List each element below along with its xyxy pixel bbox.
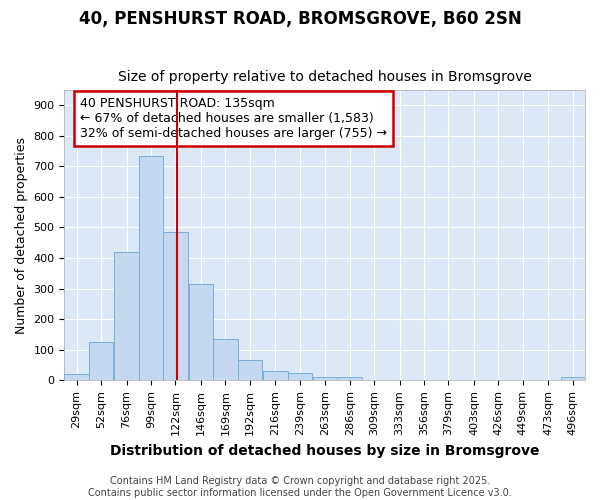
Bar xyxy=(213,339,238,380)
Bar xyxy=(115,252,139,380)
Bar xyxy=(560,378,585,380)
Bar xyxy=(189,284,213,380)
Bar xyxy=(64,374,89,380)
Text: 40, PENSHURST ROAD, BROMSGROVE, B60 2SN: 40, PENSHURST ROAD, BROMSGROVE, B60 2SN xyxy=(79,10,521,28)
Text: Contains HM Land Registry data © Crown copyright and database right 2025.
Contai: Contains HM Land Registry data © Crown c… xyxy=(88,476,512,498)
Bar xyxy=(337,378,362,380)
Title: Size of property relative to detached houses in Bromsgrove: Size of property relative to detached ho… xyxy=(118,70,532,85)
Bar xyxy=(238,360,262,380)
Bar xyxy=(287,372,312,380)
Bar xyxy=(89,342,113,380)
X-axis label: Distribution of detached houses by size in Bromsgrove: Distribution of detached houses by size … xyxy=(110,444,539,458)
Bar xyxy=(163,232,188,380)
Bar xyxy=(139,156,163,380)
Y-axis label: Number of detached properties: Number of detached properties xyxy=(15,136,28,334)
Text: 40 PENSHURST ROAD: 135sqm
← 67% of detached houses are smaller (1,583)
32% of se: 40 PENSHURST ROAD: 135sqm ← 67% of detac… xyxy=(80,97,387,140)
Bar xyxy=(313,378,337,380)
Bar xyxy=(263,371,287,380)
